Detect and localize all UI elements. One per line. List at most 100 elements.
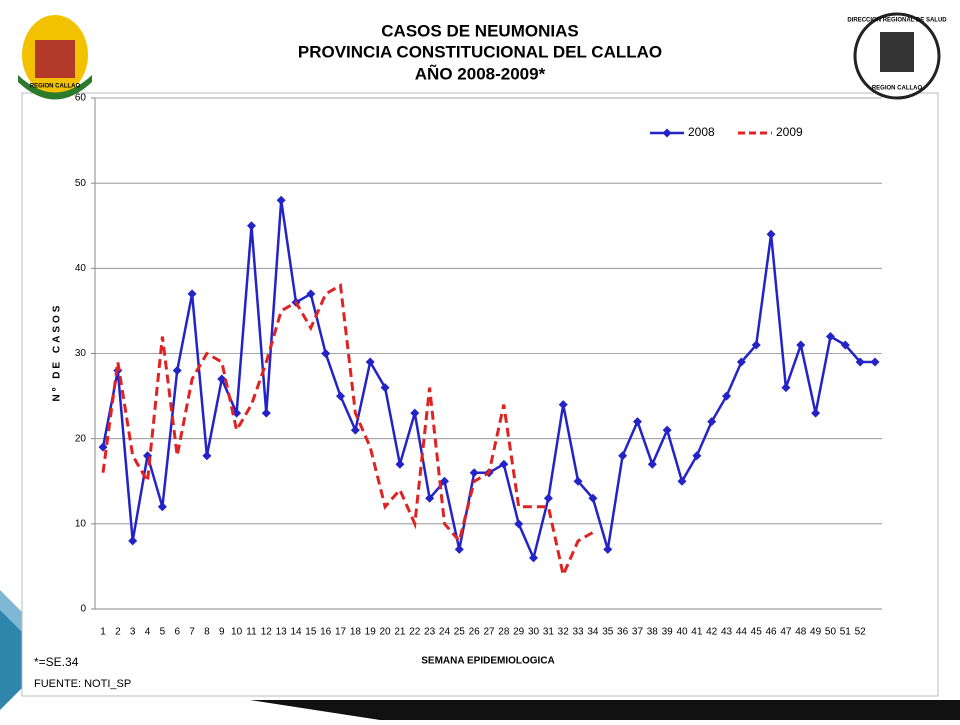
point-marker [321,349,331,358]
x-tick-label: 13 [276,627,288,638]
x-tick-label: 44 [736,627,748,638]
x-tick-label: 48 [795,627,807,638]
point-marker [647,459,657,469]
y-tick-label: 30 [75,348,87,359]
x-tick-label: 43 [721,627,733,638]
point-marker [781,383,791,393]
point-marker [796,340,806,350]
x-tick-label: 28 [498,627,510,638]
x-tick-label: 33 [573,627,585,638]
x-tick-label: 35 [602,627,614,638]
x-tick-label: 6 [174,627,180,638]
point-marker [811,408,821,418]
x-tick-label: 7 [189,627,195,638]
point-marker [751,340,761,350]
x-tick-label: 52 [855,627,867,638]
point-marker [692,451,702,461]
point-marker [202,451,212,461]
footnote: *=SE.34 [34,655,79,669]
point-marker [261,408,271,418]
x-tick-label: 22 [409,627,421,638]
point-marker [855,357,865,367]
x-tick-label: 21 [394,627,406,638]
y-tick-label: 20 [75,433,87,444]
x-tick-label: 45 [751,627,763,638]
x-tick-label: 14 [290,627,302,638]
y-tick-label: 60 [75,93,87,104]
x-tick-label: 32 [558,627,570,638]
legend-label: 2008 [688,125,715,139]
point-marker [499,459,509,469]
point-marker [365,357,375,367]
point-marker [603,544,613,554]
x-tick-label: 3 [130,627,136,638]
x-tick-label: 51 [840,627,852,638]
point-marker [618,451,628,461]
x-tick-label: 38 [647,627,659,638]
y-tick-label: 50 [75,178,87,189]
point-marker [662,425,672,435]
point-marker [410,408,420,418]
x-tick-label: 36 [617,627,629,638]
x-tick-label: 18 [350,627,362,638]
x-tick-label: 15 [305,627,317,638]
x-tick-label: 46 [766,627,778,638]
point-marker [514,519,524,529]
chart-title: PROVINCIA CONSTITUCIONAL DEL CALLAO [298,42,662,61]
x-tick-label: 31 [543,627,555,638]
x-tick-label: 49 [810,627,822,638]
point-marker [350,425,360,435]
x-tick-label: 19 [365,627,377,638]
point-marker [825,331,835,341]
x-tick-label: 9 [219,627,225,638]
legend-label: 2009 [776,125,803,139]
point-marker [677,476,687,486]
legend-marker [662,128,672,138]
x-tick-label: 47 [780,627,792,638]
x-tick-label: 24 [439,627,451,638]
x-tick-label: 26 [469,627,481,638]
point-marker [707,417,717,427]
chart-title: CASOS DE NEUMONIAS [381,21,578,40]
point-marker [380,383,390,393]
x-tick-label: 23 [424,627,436,638]
logo-right: DIRECCION REGIONAL DE SALUD REGION CALLA… [847,12,947,100]
x-tick-label: 1 [100,627,106,638]
logo-left: REGION CALLAO [18,15,92,100]
point-marker [232,408,242,418]
point-marker [439,476,449,486]
logo-text: REGION CALLAO [30,84,81,90]
logo-tower [880,32,914,72]
x-tick-label: 50 [825,627,837,638]
point-marker [276,195,286,205]
y-tick-label: 10 [75,518,87,529]
x-tick-label: 34 [587,627,599,638]
logo-castle [35,40,75,78]
footnote: FUENTE: NOTI_SP [34,678,131,690]
x-tick-label: 29 [513,627,525,638]
x-axis-label: SEMANA EPIDEMIOLOGICA [421,656,555,667]
y-tick-label: 40 [75,263,87,274]
point-marker [766,229,776,239]
bottom-bar [250,700,960,720]
x-tick-label: 2 [115,627,121,638]
x-tick-label: 39 [662,627,674,638]
x-tick-label: 11 [246,627,257,638]
x-tick-label: 5 [160,627,166,638]
point-marker [558,400,568,410]
x-tick-label: 41 [691,627,703,638]
point-marker [529,553,539,563]
logo-text: REGION CALLAO [872,86,923,92]
x-tick-label: 40 [676,627,688,638]
point-marker [736,357,746,367]
logo-text: DIRECCION REGIONAL DE SALUD [847,18,947,24]
x-tick-label: 27 [483,627,495,638]
point-marker [187,289,197,299]
point-marker [722,391,732,401]
point-marker [632,417,642,427]
x-tick-label: 30 [528,627,540,638]
point-marker [336,391,346,401]
y-axis-label: Nº DE CASOS [52,303,63,402]
